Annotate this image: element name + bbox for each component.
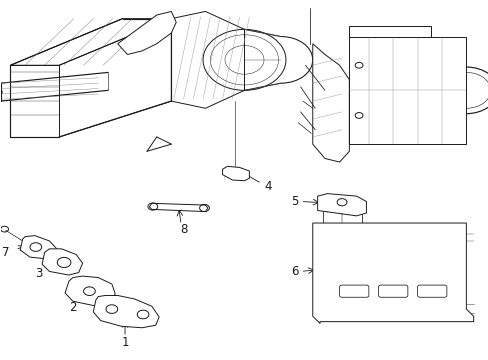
Polygon shape [10,65,59,137]
Text: 5: 5 [290,195,298,208]
Polygon shape [93,296,159,328]
Polygon shape [222,166,249,181]
Polygon shape [312,223,473,323]
Polygon shape [171,12,244,108]
Polygon shape [118,12,176,54]
Polygon shape [348,37,466,144]
Text: 8: 8 [180,223,187,236]
Text: 3: 3 [35,267,42,280]
Polygon shape [317,194,366,216]
Text: 6: 6 [290,265,298,278]
FancyBboxPatch shape [417,285,446,297]
Polygon shape [348,26,430,37]
Polygon shape [20,235,57,259]
Polygon shape [42,249,82,275]
FancyBboxPatch shape [339,285,368,297]
Text: 4: 4 [264,180,271,193]
Text: 1: 1 [121,336,128,348]
Polygon shape [149,203,207,212]
Polygon shape [312,44,348,162]
Polygon shape [65,276,115,306]
Text: 2: 2 [69,301,77,314]
Text: 7: 7 [2,246,9,259]
FancyBboxPatch shape [378,285,407,297]
Polygon shape [10,19,171,65]
